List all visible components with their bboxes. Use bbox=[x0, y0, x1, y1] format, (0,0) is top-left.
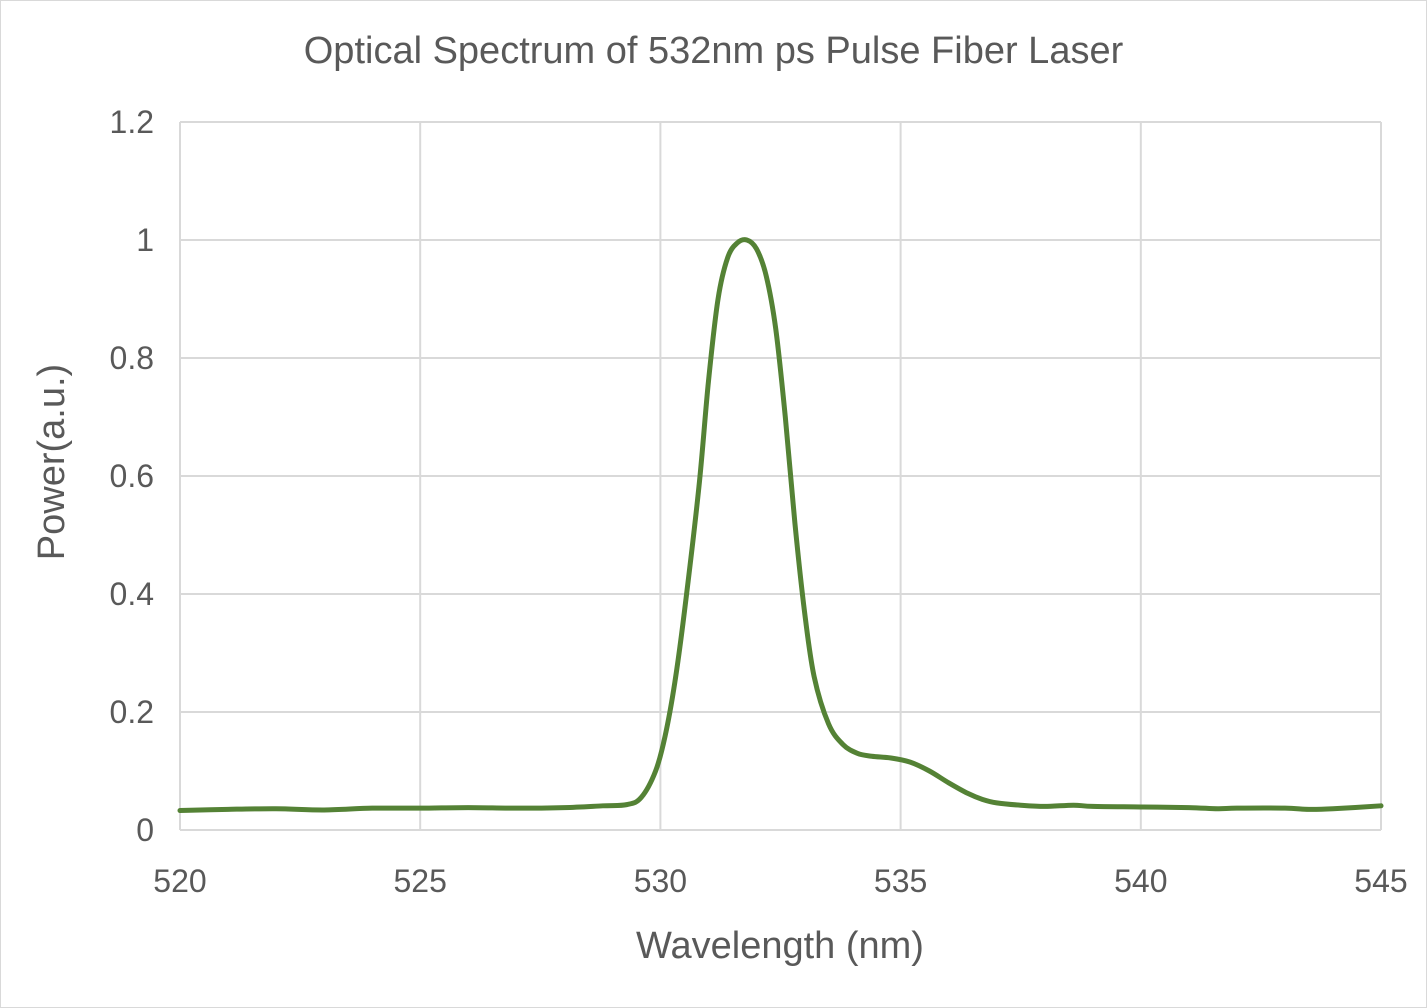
x-tick-label: 535 bbox=[874, 863, 927, 899]
series-layer bbox=[177, 237, 1384, 814]
x-axis-title: Wavelength (nm) bbox=[636, 925, 924, 967]
x-tick-label: 525 bbox=[394, 863, 447, 899]
y-axis-title: Power(a.u.) bbox=[31, 364, 73, 560]
tick-layer: 520 525 530 535 540 545 0 0.2 0.4 0.6 0.8 1 1.2 bbox=[110, 104, 1408, 899]
x-tick-label: 530 bbox=[634, 863, 687, 899]
x-tick-label: 520 bbox=[153, 863, 206, 899]
y-tick-label: 0 bbox=[136, 812, 154, 848]
y-tick-label: 0.8 bbox=[110, 340, 154, 376]
x-tick-label: 540 bbox=[1114, 863, 1167, 899]
chart-title: Optical Spectrum of 532nm ps Pulse Fiber… bbox=[303, 30, 1124, 72]
spectrum-line bbox=[177, 237, 1384, 814]
y-tick-label: 0.4 bbox=[110, 576, 154, 612]
y-tick-label: 1 bbox=[136, 222, 154, 258]
x-tick-label: 545 bbox=[1354, 863, 1407, 899]
grid-layer bbox=[179, 121, 1382, 831]
y-tick-label: 0.6 bbox=[110, 458, 154, 494]
y-tick-label: 0.2 bbox=[110, 694, 154, 730]
y-tick-label: 1.2 bbox=[110, 104, 154, 140]
